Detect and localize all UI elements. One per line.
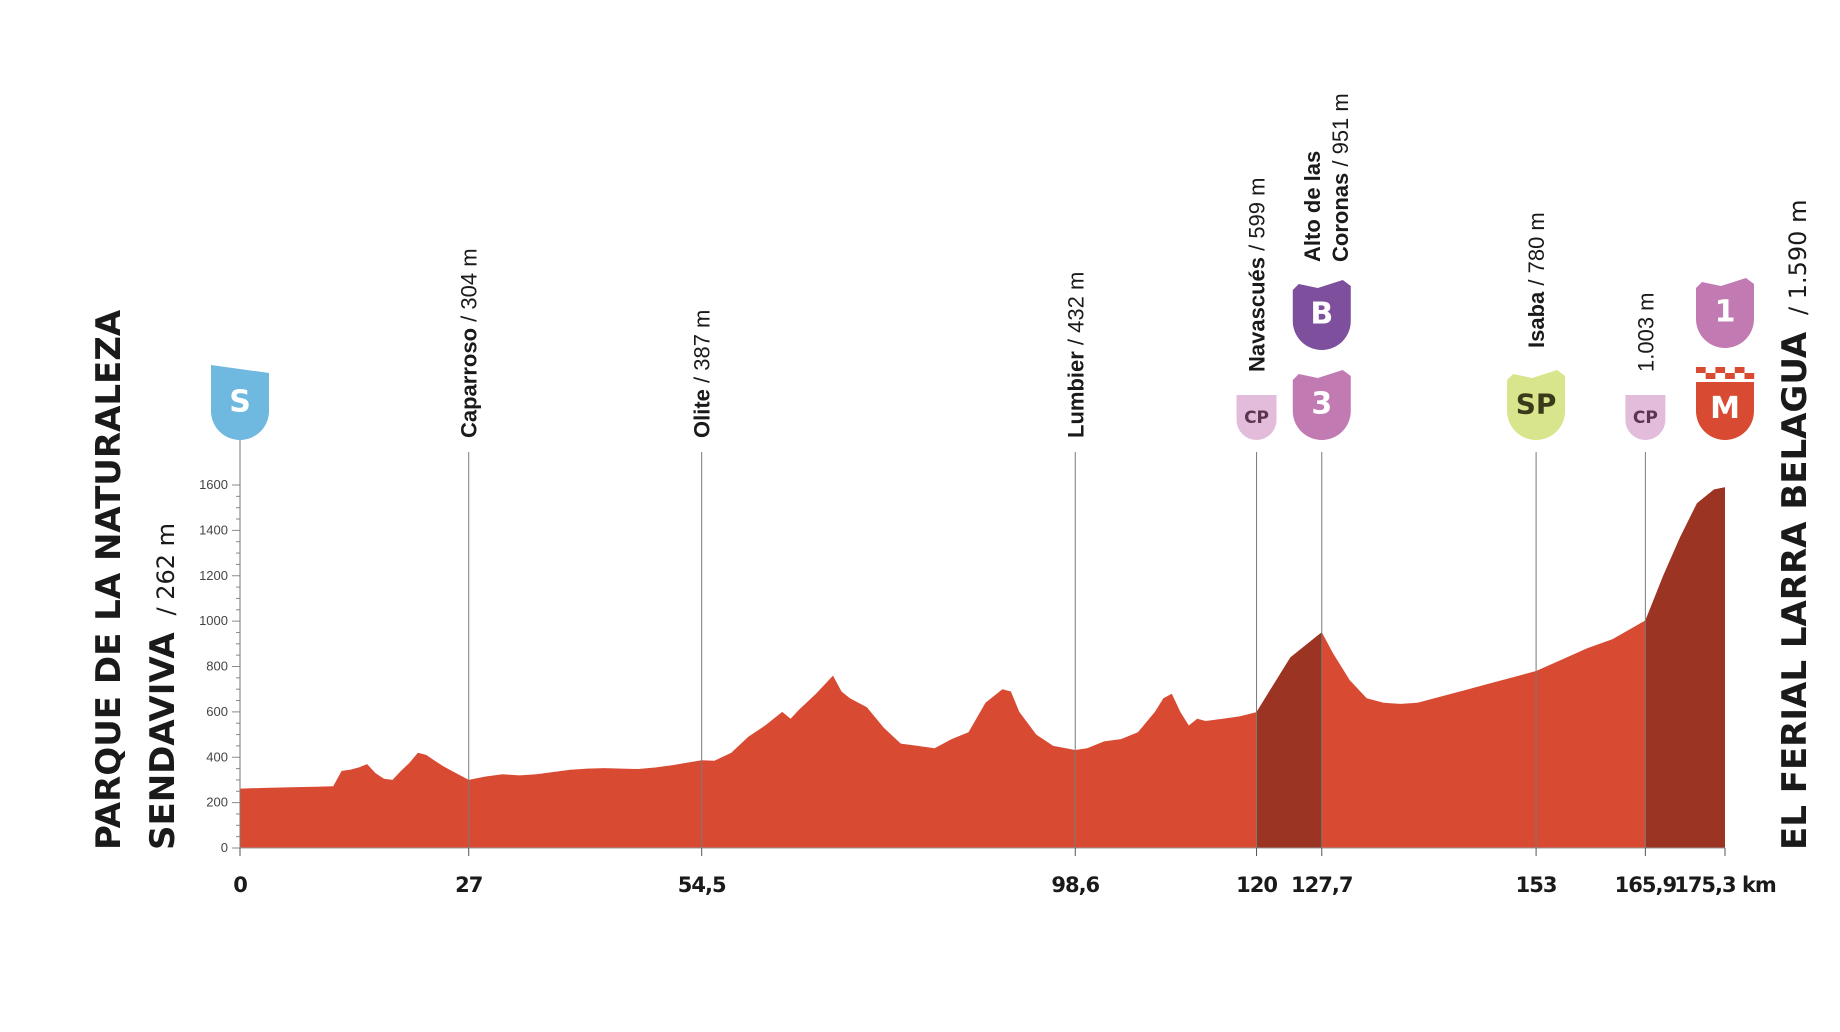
badge-shape bbox=[1292, 370, 1351, 440]
checker-cell bbox=[1744, 373, 1755, 379]
y-tick-label: 1600 bbox=[199, 477, 228, 492]
checker-cell bbox=[1696, 367, 1706, 373]
start-label: PARQUE DE LA NATURALEZA SENDAVIVA / 262 … bbox=[89, 309, 183, 850]
waypoint-label: Isaba / 780 m bbox=[1524, 212, 1549, 348]
checker-cell bbox=[1734, 367, 1745, 373]
waypoint-lines bbox=[239, 440, 1726, 856]
waypoint-name: Olite bbox=[690, 389, 715, 438]
y-tick-label: 400 bbox=[206, 749, 228, 764]
km-label: 27 bbox=[455, 873, 482, 897]
km-label: 165,9 bbox=[1615, 873, 1677, 897]
badge-label: CP bbox=[1244, 408, 1269, 428]
waypoint-altitude: / 951 m bbox=[1328, 93, 1353, 172]
y-tick-label: 200 bbox=[206, 795, 228, 810]
profile-layer bbox=[240, 487, 1725, 848]
y-tick-label: 1200 bbox=[199, 568, 228, 583]
start-name-line1: PARQUE DE LA NATURALEZA bbox=[89, 309, 129, 850]
svg-text:EL FERIAL LARRA BELAGUA: EL FERIAL LARRA BELAGUA / 1.590 m bbox=[1775, 200, 1815, 850]
climb-segment-2 bbox=[1645, 487, 1725, 848]
waypoint-name: Alto de las bbox=[1300, 151, 1325, 262]
waypoint-name: Caparroso bbox=[457, 328, 482, 438]
badge-label: CP bbox=[1633, 408, 1658, 428]
badge-shape bbox=[211, 365, 269, 440]
badge-label: SP bbox=[1516, 387, 1557, 420]
badge-shape bbox=[1696, 278, 1754, 348]
badge-label: S bbox=[229, 385, 251, 420]
checker-cell bbox=[1715, 367, 1726, 373]
waypoint-altitude: / 780 m bbox=[1524, 212, 1549, 291]
waypoint-label: Olite / 387 m bbox=[690, 310, 715, 438]
start-name-line2: SENDAVIVA bbox=[143, 632, 183, 850]
start-altitude: / 262 m bbox=[152, 523, 180, 616]
checkpoint-badge: CP bbox=[1625, 395, 1666, 440]
waypoint-name: Isaba bbox=[1524, 291, 1549, 348]
finish-checker bbox=[1696, 367, 1755, 379]
badge-label: 1 bbox=[1715, 294, 1736, 329]
badge-label: B bbox=[1310, 296, 1333, 331]
start-badge: S bbox=[211, 365, 269, 440]
waypoint-label: Caparroso / 304 m bbox=[457, 248, 482, 438]
checker-cell bbox=[1705, 373, 1716, 379]
checker-cell bbox=[1725, 373, 1735, 379]
waypoint-label: Alto de las bbox=[1300, 151, 1325, 262]
waypoint-label: Navascués / 599 m bbox=[1245, 178, 1270, 372]
waypoint-name-line2: Coronas bbox=[1328, 173, 1353, 262]
y-tick-label: 800 bbox=[206, 659, 228, 674]
finish-name: EL FERIAL LARRA BELAGUA bbox=[1775, 331, 1815, 850]
category-1-badge: 1 bbox=[1696, 278, 1754, 348]
finish-badge: M bbox=[1696, 382, 1754, 440]
waypoint-badges: S CP 3 B SP CP M 1 bbox=[211, 278, 1755, 440]
category-b-badge: B bbox=[1292, 280, 1351, 350]
y-tick-label: 1400 bbox=[199, 522, 228, 537]
km-label: 98,6 bbox=[1051, 873, 1099, 897]
y-tick-label: 600 bbox=[206, 704, 228, 719]
badge-shape bbox=[1292, 280, 1351, 350]
badge-shape bbox=[1507, 370, 1566, 440]
km-label: 54,5 bbox=[678, 873, 726, 897]
waypoint-label-line2: Coronas / 951 m bbox=[1328, 93, 1353, 262]
finish-altitude: / 1.590 m bbox=[1784, 200, 1812, 315]
sprint-badge: SP bbox=[1507, 370, 1566, 440]
badge-label: 3 bbox=[1311, 386, 1332, 421]
svg-text:SENDAVIVA / 262 m: SENDAVIVA / 262 m bbox=[143, 523, 183, 850]
climb-segment-1 bbox=[1256, 632, 1322, 848]
waypoint-altitude: / 304 m bbox=[457, 248, 482, 327]
waypoint-label: Lumbier / 432 m bbox=[1063, 272, 1088, 438]
badge-shape bbox=[1236, 395, 1277, 440]
profile-area bbox=[240, 487, 1725, 848]
checkpoint-badge: CP bbox=[1236, 395, 1277, 440]
category-3-badge: 3 bbox=[1292, 370, 1351, 440]
badge-shape bbox=[1696, 382, 1754, 440]
waypoint-name: Navascués bbox=[1245, 257, 1270, 372]
km-label: 127,7 bbox=[1291, 873, 1352, 897]
km-label: 153 bbox=[1516, 873, 1557, 897]
y-axis: 0 200 400 600 800 1000 1200 1400 1600 bbox=[199, 477, 1725, 855]
km-label: 0 bbox=[233, 873, 247, 897]
waypoint-label: 1.003 m bbox=[1633, 293, 1658, 373]
badge-shape bbox=[1625, 395, 1666, 440]
km-label: 120 bbox=[1236, 873, 1277, 897]
waypoint-altitude: 1.003 m bbox=[1633, 293, 1658, 373]
y-tick-label: 1000 bbox=[199, 613, 228, 628]
waypoint-altitude: / 599 m bbox=[1245, 178, 1270, 257]
km-label: 175,3 km bbox=[1674, 873, 1776, 897]
badge-label: M bbox=[1710, 391, 1740, 426]
waypoint-name: Lumbier bbox=[1063, 351, 1088, 438]
waypoint-altitude: / 432 m bbox=[1063, 272, 1088, 351]
finish-label: EL FERIAL LARRA BELAGUA / 1.590 m bbox=[1775, 200, 1815, 850]
y-tick-label: 0 bbox=[221, 840, 228, 855]
waypoint-altitude: / 387 m bbox=[690, 310, 715, 389]
